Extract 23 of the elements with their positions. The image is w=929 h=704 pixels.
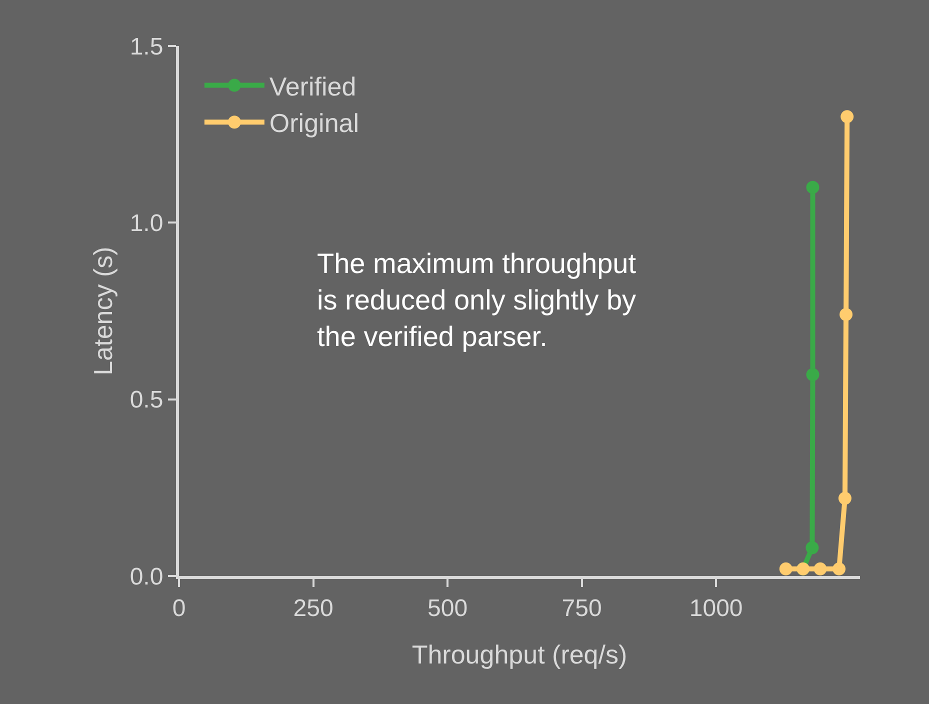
x-axis-title: Throughput (req/s) [412,640,628,670]
point [806,368,820,382]
point [806,180,820,194]
point [806,541,819,554]
point [840,110,854,124]
point [779,562,792,576]
y-axis-title: Latency (s) [88,246,118,376]
annotation: The maximum throughput is reduced only slightly by the verified parser. [317,248,636,352]
x-tick-label: 0 [172,594,186,622]
x-tick-label: 750 [562,594,602,622]
x-tick-label: 250 [293,594,334,622]
y-tick-label: 0.0 [130,563,164,590]
point [840,308,853,322]
y-tick-label: 1.5 [130,33,164,60]
x-tick-label: 500 [428,594,468,622]
point [832,562,846,576]
y-tick-label: 1.0 [130,210,164,238]
point [814,562,827,576]
y-tick-label: 0.5 [130,386,164,414]
x-tick-label: 1000 [689,594,743,622]
legend-label: Verified [269,71,356,102]
point [838,492,852,505]
legend-label: Original [269,108,360,138]
